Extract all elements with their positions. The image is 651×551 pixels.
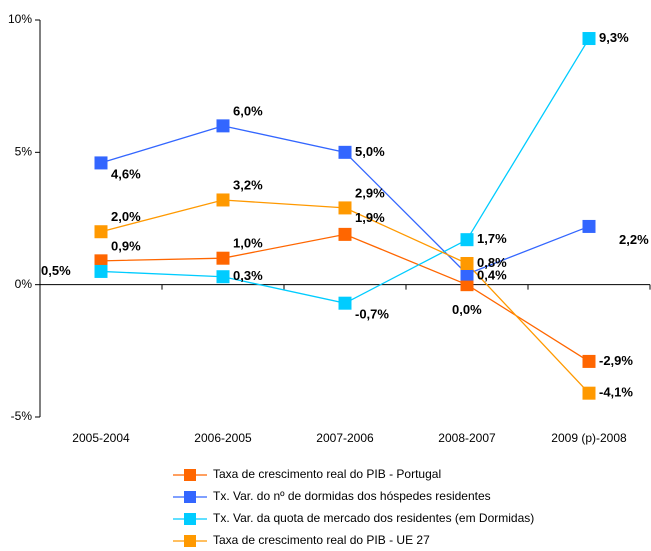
data-label: 2,0% — [111, 209, 141, 224]
data-label: 4,6% — [111, 166, 141, 181]
legend-label: Tx. Var. da quota de mercado dos residen… — [213, 511, 534, 525]
y-tick-label: 0% — [15, 277, 33, 291]
data-label: 1,9% — [355, 210, 385, 225]
marker — [216, 270, 230, 284]
marker — [338, 227, 352, 241]
marker — [582, 32, 596, 46]
marker — [94, 254, 108, 268]
data-label: 0,3% — [233, 268, 263, 283]
data-label: -0,7% — [355, 307, 389, 322]
legend-label: Taxa de crescimento real do PIB - Portug… — [213, 467, 441, 481]
marker — [338, 201, 352, 215]
legend-label: Tx. Var. do nº de dormidas dos hóspedes … — [213, 489, 491, 503]
data-label: 1,7% — [477, 231, 507, 246]
marker — [460, 233, 474, 247]
data-label: 0,4% — [477, 268, 507, 283]
data-label: 5,0% — [355, 144, 385, 159]
data-label: -2,9% — [599, 353, 633, 368]
data-label: 0,5% — [41, 263, 71, 278]
data-label: 6,0% — [233, 103, 263, 118]
data-label: 1,0% — [233, 236, 263, 251]
data-label: 2,2% — [619, 232, 649, 247]
data-label: -4,1% — [599, 385, 633, 400]
x-tick-label: 2009 (p)-2008 — [551, 431, 627, 445]
data-label: 2,9% — [355, 185, 385, 200]
data-label: 0,9% — [111, 238, 141, 253]
y-tick-label: -5% — [11, 409, 33, 423]
data-label: 3,2% — [233, 177, 263, 192]
data-label: 9,3% — [599, 30, 629, 45]
data-label: 0,8% — [477, 255, 507, 270]
marker — [582, 354, 596, 368]
legend-marker — [184, 469, 196, 481]
marker — [94, 225, 108, 239]
legend-marker — [184, 535, 196, 547]
marker — [216, 119, 230, 133]
marker — [460, 256, 474, 270]
x-tick-label: 2006-2005 — [194, 431, 252, 445]
data-label: 0,0% — [452, 302, 482, 317]
marker — [460, 278, 474, 292]
x-tick-label: 2007-2006 — [316, 431, 374, 445]
legend-marker — [184, 491, 196, 503]
legend-label: Taxa de crescimento real do PIB - UE 27 — [213, 533, 430, 547]
y-tick-label: 10% — [8, 12, 32, 26]
legend-marker — [184, 513, 196, 525]
marker — [216, 251, 230, 265]
marker — [338, 296, 352, 310]
x-tick-label: 2008-2007 — [438, 431, 496, 445]
marker — [94, 156, 108, 170]
marker — [460, 267, 474, 281]
y-tick-label: 5% — [15, 145, 33, 159]
marker — [582, 386, 596, 400]
x-tick-label: 2005-2004 — [72, 431, 130, 445]
marker — [582, 219, 596, 233]
marker — [338, 145, 352, 159]
marker — [94, 264, 108, 278]
series-line — [100, 38, 590, 304]
marker — [216, 193, 230, 207]
